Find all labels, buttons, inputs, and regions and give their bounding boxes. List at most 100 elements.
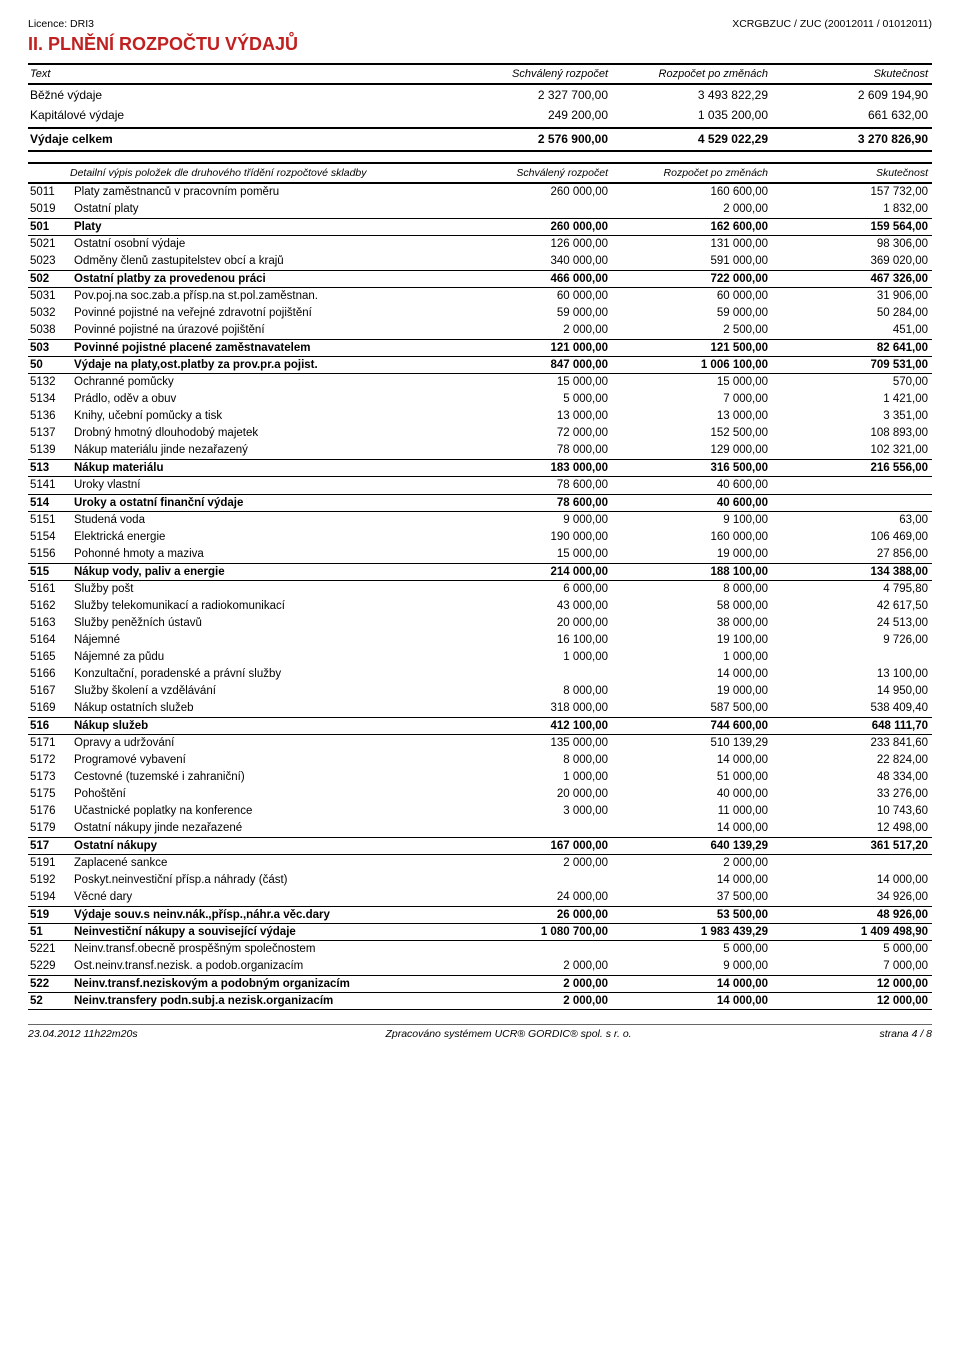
- row-actual: 14 950,00: [772, 685, 932, 697]
- page-title: II. PLNĚNÍ ROZPOČTU VÝDAJŮ: [28, 34, 932, 55]
- row-approved: 340 000,00: [452, 255, 612, 267]
- row-approved: 15 000,00: [452, 376, 612, 388]
- row-adjusted: 40 600,00: [612, 497, 772, 509]
- row-text: Studená voda: [70, 514, 452, 526]
- row-text: Úroky vlastní: [70, 479, 452, 491]
- row-approved: 78 600,00: [452, 497, 612, 509]
- row-text: Služby pošt: [70, 583, 452, 595]
- table-row: 502Ostatní platby za provedenou práci466…: [28, 270, 932, 288]
- row-adjusted: 7 000,00: [612, 393, 772, 405]
- row-actual: 216 556,00: [772, 462, 932, 474]
- row-code: 5171: [28, 737, 70, 749]
- row-code: 5156: [28, 548, 70, 560]
- row-code: 5229: [28, 960, 70, 972]
- row-code: 5176: [28, 805, 70, 817]
- table-row: 5134Prádlo, oděv a obuv5 000,007 000,001…: [28, 391, 932, 408]
- row-approved: 8 000,00: [452, 685, 612, 697]
- row-actual: 10 743,60: [772, 805, 932, 817]
- row-text: Služby školení a vzdělávání: [70, 685, 452, 697]
- row-actual: 709 531,00: [772, 359, 932, 371]
- row-actual: 108 893,00: [772, 427, 932, 439]
- row-approved: 78 000,00: [452, 444, 612, 456]
- table-row: 5161Služby pošt6 000,008 000,004 795,80: [28, 581, 932, 598]
- row-adjusted: 14 000,00: [612, 978, 772, 990]
- row-approved: 59 000,00: [452, 307, 612, 319]
- summary-label: Výdaje celkem: [28, 132, 452, 146]
- row-approved: [452, 203, 612, 215]
- row-actual: 42 617,50: [772, 600, 932, 612]
- row-text: Ostatní osobní výdaje: [70, 238, 452, 250]
- row-adjusted: 9 100,00: [612, 514, 772, 526]
- row-approved: 126 000,00: [452, 238, 612, 250]
- row-actual: 134 388,00: [772, 566, 932, 578]
- row-adjusted: 2 000,00: [612, 203, 772, 215]
- table-row: 5023Odměny členů zastupitelstev obcí a k…: [28, 253, 932, 270]
- row-code: 5139: [28, 444, 70, 456]
- row-approved: [452, 822, 612, 834]
- row-code: 5192: [28, 874, 70, 886]
- row-approved: 5 000,00: [452, 393, 612, 405]
- row-text: Programové vybavení: [70, 754, 452, 766]
- row-text: Ostatní nákupy: [70, 840, 452, 852]
- row-actual: 369 020,00: [772, 255, 932, 267]
- table-row: 5166Konzultační, poradenské a právní slu…: [28, 666, 932, 683]
- row-code: 519: [28, 909, 70, 921]
- row-approved: 2 000,00: [452, 995, 612, 1007]
- summary-row: Výdaje celkem2 576 900,004 529 022,293 2…: [28, 127, 932, 152]
- row-actual: 22 824,00: [772, 754, 932, 766]
- row-actual: 7 000,00: [772, 960, 932, 972]
- row-actual: 157 732,00: [772, 186, 932, 198]
- table-row: 5176Účastnické poplatky na konference3 0…: [28, 803, 932, 820]
- row-approved: [452, 668, 612, 680]
- row-code: 5163: [28, 617, 70, 629]
- row-actual: 106 469,00: [772, 531, 932, 543]
- table-row: 515Nákup vody, paliv a energie214 000,00…: [28, 563, 932, 581]
- row-adjusted: 14 000,00: [612, 995, 772, 1007]
- row-code: 5191: [28, 857, 70, 869]
- row-approved: 214 000,00: [452, 566, 612, 578]
- summary-label: Běžné výdaje: [28, 88, 452, 102]
- row-adjusted: 316 500,00: [612, 462, 772, 474]
- row-actual: 48 334,00: [772, 771, 932, 783]
- table-row: 5031Pov.poj.na soc.zab.a přísp.na st.pol…: [28, 288, 932, 305]
- row-text: Věcné dary: [70, 891, 452, 903]
- row-adjusted: 1 000,00: [612, 651, 772, 663]
- row-text: Platy: [70, 221, 452, 233]
- row-text: Povinné pojistné na veřejné zdravotní po…: [70, 307, 452, 319]
- row-adjusted: 53 500,00: [612, 909, 772, 921]
- row-code: 5167: [28, 685, 70, 697]
- row-code: 501: [28, 221, 70, 233]
- summary-header: Text Schválený rozpočet Rozpočet po změn…: [28, 63, 932, 85]
- table-row: 50Výdaje na platy,ost.platby za prov.pr.…: [28, 357, 932, 374]
- row-text: Knihy, učební pomůcky a tisk: [70, 410, 452, 422]
- table-row: 5136Knihy, učební pomůcky a tisk13 000,0…: [28, 408, 932, 425]
- row-actual: [772, 857, 932, 869]
- row-text: Konzultační, poradenské a právní služby: [70, 668, 452, 680]
- row-actual: 12 000,00: [772, 995, 932, 1007]
- col-adjusted-header: Rozpočet po změnách: [612, 68, 772, 80]
- summary-label: Kapitálové výdaje: [28, 108, 452, 122]
- row-actual: 233 841,60: [772, 737, 932, 749]
- table-row: 5172Programové vybavení8 000,0014 000,00…: [28, 752, 932, 769]
- licence-label: Licence: DRI3: [28, 18, 94, 30]
- row-code: 5161: [28, 583, 70, 595]
- row-code: 5169: [28, 702, 70, 714]
- row-text: Výdaje souv.s neinv.nák.,přísp.,náhr.a v…: [70, 909, 452, 921]
- table-row: 5221Neinv.transf.obecně prospěšným spole…: [28, 941, 932, 958]
- summary-row: Kapitálové výdaje249 200,001 035 200,006…: [28, 105, 932, 125]
- row-actual: 82 641,00: [772, 342, 932, 354]
- row-text: Účastnické poplatky na konference: [70, 805, 452, 817]
- row-approved: 183 000,00: [452, 462, 612, 474]
- summary-approved: 249 200,00: [452, 108, 612, 122]
- row-adjusted: 14 000,00: [612, 754, 772, 766]
- row-approved: 1 000,00: [452, 771, 612, 783]
- row-approved: [452, 943, 612, 955]
- row-actual: 13 100,00: [772, 668, 932, 680]
- table-row: 51Neinvestiční nákupy a související výda…: [28, 924, 932, 941]
- row-adjusted: 188 100,00: [612, 566, 772, 578]
- row-text: Nájemné: [70, 634, 452, 646]
- row-actual: 5 000,00: [772, 943, 932, 955]
- row-code: 5141: [28, 479, 70, 491]
- row-actual: 451,00: [772, 324, 932, 336]
- summary-actual: 3 270 826,90: [772, 132, 932, 146]
